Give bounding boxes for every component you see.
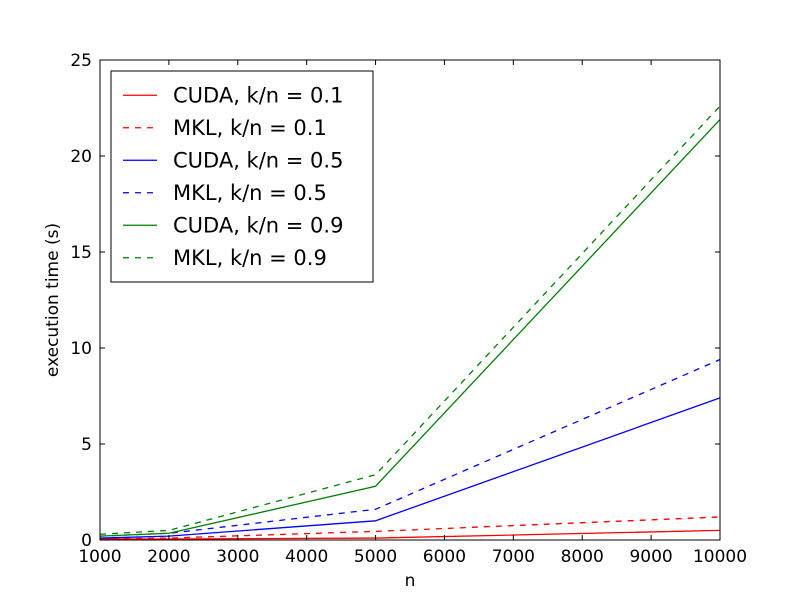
plot-frame <box>99 59 721 541</box>
legend: CUDA, k/n = 0.1 MKL, k/n = 0.1 CUDA, k/n =… <box>110 70 374 283</box>
y-tick-label: 20 <box>70 147 92 167</box>
x-tick-label: 5000 <box>354 547 397 567</box>
series-line-1 <box>100 529 721 540</box>
y-tick-label: 0 <box>81 531 92 551</box>
y-tick-label: 10 <box>70 339 92 359</box>
y-tick-label: 15 <box>70 243 92 263</box>
x-tick-label: 1000 <box>78 547 121 567</box>
legend-label: MKL, k/n = 0.1 <box>173 116 327 140</box>
x-tick-label: 4000 <box>285 547 328 567</box>
legend-label: CUDA, k/n = 0.1 <box>173 83 343 107</box>
x-tick-label: 7000 <box>492 547 535 567</box>
y-tick-label: 5 <box>81 435 92 455</box>
legend-label: MKL, k/n = 0.9 <box>173 246 327 270</box>
x-tick-label: 9000 <box>629 547 672 567</box>
x-tick-label: 2000 <box>147 547 190 567</box>
series-line-5 <box>99 119 721 537</box>
y-axis-label: execution time (s) <box>43 223 63 377</box>
legend-label: CUDA, k/n = 0.5 <box>173 148 343 172</box>
y-tick-label: 25 <box>70 51 92 71</box>
x-tick-label: 6000 <box>423 547 466 567</box>
series-layer <box>99 105 721 540</box>
x-tick-label: 8000 <box>561 547 604 567</box>
legend-label: MKL, k/n = 0.5 <box>173 181 327 205</box>
x-tick-label: 10000 <box>693 547 747 567</box>
legend-label: CUDA, k/n = 0.9 <box>173 213 343 237</box>
series-line-4 <box>99 358 721 537</box>
x-tick-label: 3000 <box>216 547 259 567</box>
series-line-2 <box>99 516 721 540</box>
series-line-3 <box>99 397 721 539</box>
legend-box <box>110 70 374 283</box>
x-axis-label: n <box>405 571 416 591</box>
ticks-layer: 1000 2000 3000 4000 5000 6000 7000 8000 9000 1000… <box>70 51 747 567</box>
